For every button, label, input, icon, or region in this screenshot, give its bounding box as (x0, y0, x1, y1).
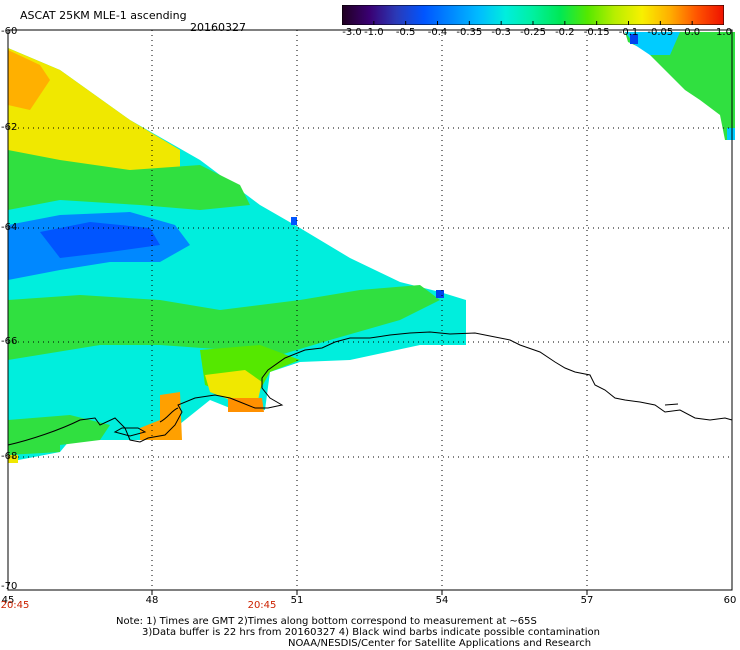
note-line-1: Note: 1) Times are GMT 2)Times along bot… (116, 616, 537, 627)
swath-blue-pixel (436, 290, 444, 298)
lon-label-57: 57 (580, 595, 594, 606)
swath-green-bottom (8, 415, 110, 455)
colorbar-gradient (342, 5, 724, 25)
swath-edge-pixel (8, 455, 18, 463)
coastline-main (7, 331, 733, 446)
swath-yellow-band (8, 48, 180, 178)
swath-yellow-coast (205, 370, 262, 400)
colorbar-tick-label: -1.0 (364, 27, 384, 38)
note-line-2: 3)Data buffer is 22 hrs from 20160327 4)… (142, 627, 600, 638)
swath-green-lower (8, 285, 440, 360)
colorbar-tick-label: -0.25 (520, 27, 546, 38)
data-swath-upper-right (625, 32, 735, 140)
gridlines (8, 30, 732, 590)
map-frame (7, 29, 733, 591)
time-label-mid: 20:45 (247, 600, 277, 611)
colorbar-tick-label: -0.3 (491, 27, 511, 38)
lat-label-64: -64 (1, 222, 18, 233)
lat-label-62: -62 (1, 122, 18, 133)
colorbar-tick-label: -3.0 (342, 27, 362, 38)
lon-label-48: 48 (145, 595, 159, 606)
colorbar-tick-label: -0.05 (647, 27, 674, 38)
lat-label-66: -66 (1, 336, 18, 347)
lon-label-51: 51 (290, 595, 304, 606)
coastline-bay (159, 407, 179, 423)
colorbar-tick-label: -0.4 (427, 27, 448, 38)
lat-label-60: -60 (1, 26, 18, 37)
map-date: 20160327 (190, 21, 246, 34)
colorbar-tick-label: -0.1 (618, 27, 639, 38)
ne-swath-body (625, 32, 735, 140)
lon-label-54: 54 (435, 595, 449, 606)
ne-swath-cyan-pixel (727, 128, 735, 140)
colorbar-tick-label: -0.15 (583, 27, 610, 38)
ne-swath-dark-pixel (630, 34, 638, 44)
lat-label-68: -68 (1, 451, 18, 462)
map-title: ASCAT 25KM MLE-1 ascending (20, 9, 187, 22)
swath-blue-pixel-2 (291, 217, 297, 225)
lat-label-70: -70 (1, 581, 18, 592)
lon-label-45: 45 (1, 595, 15, 606)
swath-green-band (8, 150, 250, 210)
colorbar-tick-label: 0.0 (684, 27, 701, 38)
tick-marks (151, 590, 588, 595)
colorbar-tick-label: -0.5 (395, 27, 416, 38)
swath-blue-core (40, 222, 160, 258)
swath-orange-coast-2 (228, 398, 264, 412)
coastline-island (113, 427, 147, 437)
note-line-3: NOAA/NESDIS/Center for Satellite Applica… (288, 638, 592, 649)
data-swath (8, 48, 466, 463)
coastline (7, 331, 733, 446)
ne-swath-cyan (625, 32, 680, 55)
colorbar-tick-label: -0.35 (456, 27, 483, 38)
lon-label-60: 60 (723, 595, 737, 606)
time-label-left: 20:45 (0, 600, 30, 611)
colorbar (342, 5, 724, 25)
swath-orange-patch (8, 50, 50, 110)
colorbar-tick-label: -0.2 (555, 27, 575, 38)
coastline-spit (664, 403, 679, 406)
colorbar-tick-label: 1.0 (716, 27, 732, 38)
